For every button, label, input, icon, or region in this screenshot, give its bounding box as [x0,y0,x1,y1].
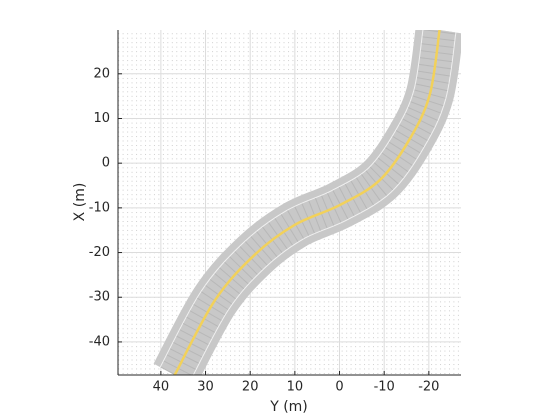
x-tick-label: 40 [153,380,170,395]
x-tick-label: -10 [374,380,395,395]
y-tick-label: -30 [89,290,110,305]
plot-area [153,30,461,375]
y-tick-label: -20 [89,245,110,260]
y-tick-label: 10 [93,111,110,126]
road-centerline [173,30,441,375]
x-tick-label: -20 [418,380,439,395]
x-tick-label: 10 [287,380,304,395]
x-tick-label: 20 [242,380,259,395]
y-axis-label: X (m) [72,183,88,222]
y-tick-label: -10 [89,200,110,215]
x-tick-label: 0 [335,380,343,395]
ticks: 40 30 20 10 0 -10 -20 -40 -30 -20 -10 0 10 20 [89,66,440,394]
x-axis-label: Y (m) [269,399,308,415]
y-tick-label: -40 [89,334,110,349]
x-tick-label: 30 [197,380,214,395]
y-tick-label: 0 [102,156,110,171]
y-tick-label: 20 [93,66,110,81]
